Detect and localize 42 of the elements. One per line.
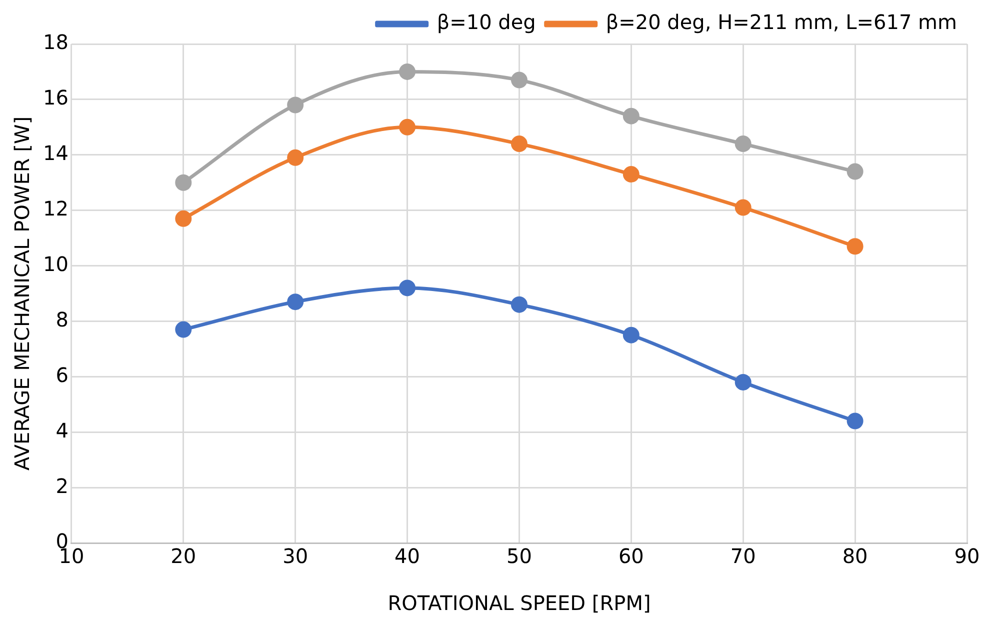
point [287,294,304,310]
point [734,374,752,390]
y-tick-label: 8 [56,307,68,332]
point [510,136,528,152]
point [399,63,416,80]
y-tick-label: 6 [56,362,68,387]
y-tick-label: 2 [56,474,68,498]
y-tick-label: 18 [42,30,68,54]
y-tick-label: 4 [56,418,68,442]
y-tick-label: 10 [42,252,68,276]
point [734,136,752,152]
y-tick-label: 12 [42,196,68,221]
point [399,118,416,136]
x-tick-label: 80 [842,544,868,568]
x-tick-label: 50 [506,544,532,568]
point [622,108,640,124]
point [622,326,640,344]
point [287,149,304,166]
y-tick-label: 16 [42,86,68,110]
x-tick-label: 30 [282,544,308,568]
point [175,174,192,191]
x-axis-title: ROTATIONAL SPEED [RPM] [388,591,651,616]
x-tick-label: 20 [170,544,196,568]
x-tick-label: 60 [618,544,644,568]
point [399,280,416,296]
point [846,238,864,255]
point [175,210,192,227]
point [510,296,528,313]
point [287,96,304,114]
point [734,199,752,216]
y-axis-title: AVERAGE MECHANICAL POWER [W] [10,116,34,471]
x-tick-label: 40 [394,544,420,568]
point [846,163,864,180]
y-tick-label: 14 [42,141,68,166]
point [622,166,640,183]
legend-label: β=20 deg, H=211 mm, L=617 mm [606,10,958,34]
point [510,72,528,88]
point [175,321,192,338]
x-tick-label: 70 [730,544,756,568]
point [846,412,864,430]
legend-label: β=10 deg [436,10,536,34]
x-tick-label: 90 [954,544,980,568]
